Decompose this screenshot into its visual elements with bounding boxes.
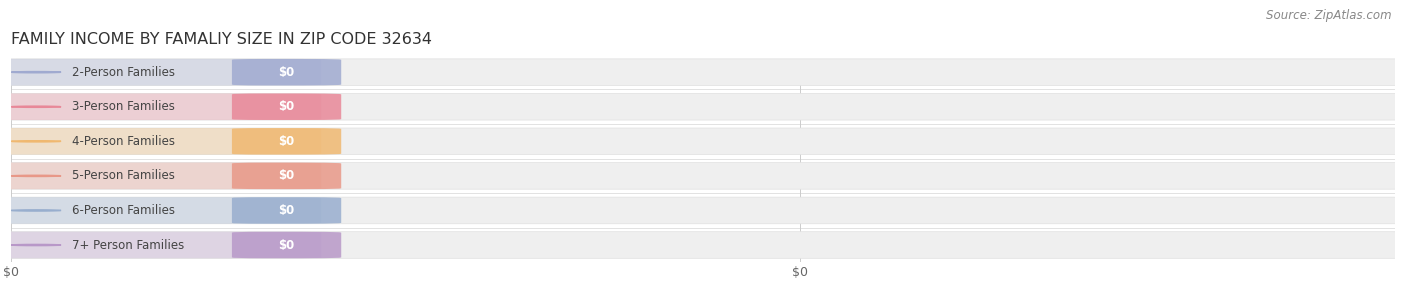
- FancyBboxPatch shape: [0, 197, 321, 224]
- FancyBboxPatch shape: [0, 59, 321, 85]
- Text: 6-Person Families: 6-Person Families: [72, 204, 176, 217]
- Text: 5-Person Families: 5-Person Families: [72, 169, 174, 182]
- FancyBboxPatch shape: [0, 197, 1406, 224]
- FancyBboxPatch shape: [232, 94, 342, 120]
- Circle shape: [11, 141, 60, 142]
- Circle shape: [11, 72, 60, 73]
- FancyBboxPatch shape: [0, 232, 1406, 258]
- Text: FAMILY INCOME BY FAMALIY SIZE IN ZIP CODE 32634: FAMILY INCOME BY FAMALIY SIZE IN ZIP COD…: [11, 32, 432, 47]
- Text: Source: ZipAtlas.com: Source: ZipAtlas.com: [1267, 9, 1392, 22]
- Circle shape: [11, 244, 60, 246]
- FancyBboxPatch shape: [0, 163, 321, 189]
- Text: 2-Person Families: 2-Person Families: [72, 66, 176, 79]
- Text: $0: $0: [278, 204, 295, 217]
- Text: $0: $0: [278, 66, 295, 79]
- FancyBboxPatch shape: [0, 93, 321, 120]
- Text: 7+ Person Families: 7+ Person Families: [72, 239, 184, 252]
- Text: $0: $0: [278, 135, 295, 148]
- FancyBboxPatch shape: [0, 163, 1406, 189]
- Text: 3-Person Families: 3-Person Families: [72, 100, 174, 113]
- Circle shape: [11, 175, 60, 177]
- FancyBboxPatch shape: [0, 128, 1406, 155]
- FancyBboxPatch shape: [232, 128, 342, 155]
- FancyBboxPatch shape: [0, 128, 321, 155]
- FancyBboxPatch shape: [0, 93, 1406, 120]
- FancyBboxPatch shape: [232, 232, 342, 258]
- Circle shape: [11, 210, 60, 211]
- Text: $0: $0: [278, 239, 295, 252]
- Text: $0: $0: [278, 100, 295, 113]
- FancyBboxPatch shape: [232, 197, 342, 224]
- FancyBboxPatch shape: [232, 163, 342, 189]
- Text: 4-Person Families: 4-Person Families: [72, 135, 176, 148]
- FancyBboxPatch shape: [0, 232, 321, 258]
- FancyBboxPatch shape: [232, 59, 342, 85]
- Text: $0: $0: [278, 169, 295, 182]
- FancyBboxPatch shape: [0, 59, 1406, 85]
- Circle shape: [11, 106, 60, 107]
